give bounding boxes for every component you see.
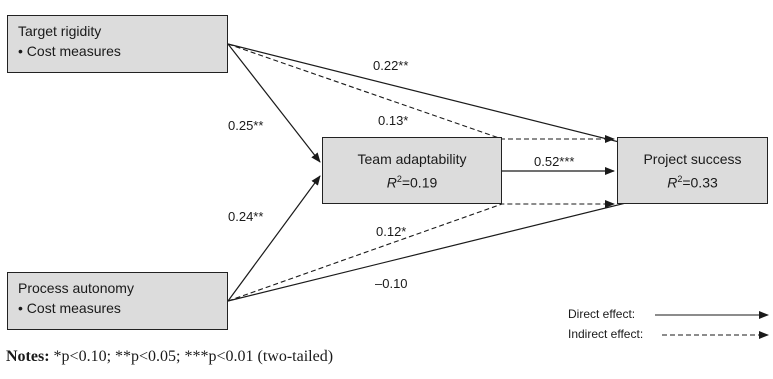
node-team-adaptability: Team adaptability R2=0.19 [322,137,502,204]
node-project-title: Project success [643,150,742,167]
label-team-project: 0.52*** [534,154,575,169]
node-target-title: Target rigidity [18,23,102,39]
notes-text: *p<0.10; **p<0.05; ***p<0.01 (two-tailed… [49,348,334,365]
node-target-sub: • Cost measures [18,43,121,59]
label-target-indirect: 0.13* [378,113,409,128]
node-process-title: Process autonomy [18,280,134,296]
arrow-process-to-team [227,175,321,302]
node-project-r2: R2=0.33 [667,173,718,191]
legend-indirect-label: Indirect effect: [568,327,644,341]
node-team-title: Team adaptability [357,150,467,167]
arrow-target-to-team [227,43,321,163]
label-process-team: 0.24** [228,209,264,224]
arrow-process-indirect [227,200,615,302]
label-process-project: –0.10 [375,276,408,291]
legend-direct-label: Direct effect: [568,307,636,321]
notes-footer: Notes: *p<0.10; **p<0.05; ***p<0.01 (two… [6,348,333,366]
label-target-project: 0.22** [373,58,409,73]
label-target-team: 0.25** [228,118,264,133]
node-process-autonomy: Process autonomy • Cost measures [7,272,228,330]
node-project-success: Project success R2=0.33 [617,137,768,204]
label-process-indirect: 0.12* [376,224,407,239]
node-process-sub: • Cost measures [18,300,121,316]
node-target-rigidity: Target rigidity • Cost measures [7,15,228,73]
notes-label: Notes: [6,348,50,365]
arrow-target-indirect [227,43,615,143]
node-team-r2: R2=0.19 [386,173,438,191]
